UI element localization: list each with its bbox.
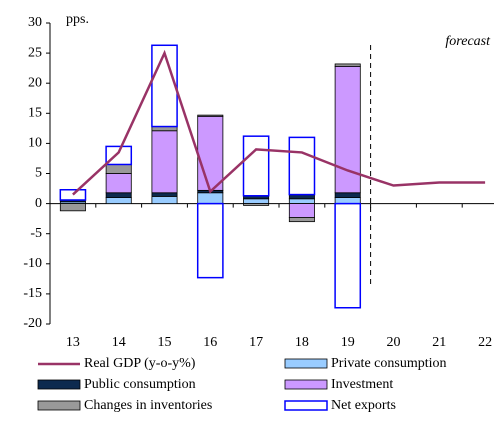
y-tick-label: 10 [28, 136, 42, 151]
x-tick-label: 22 [478, 335, 492, 350]
bar [242, 135, 270, 197]
y-tick-label: 5 [35, 166, 42, 181]
bar [243, 203, 270, 206]
legend-label: Investment [331, 377, 393, 392]
bar [59, 189, 87, 201]
bar [334, 192, 361, 198]
y-tick-label: -10 [23, 256, 42, 271]
bar [151, 195, 178, 205]
y-tick-label: 20 [28, 75, 42, 90]
x-tick-label: 16 [203, 335, 217, 350]
y-tick-label: 25 [28, 45, 42, 60]
bar [288, 136, 316, 196]
y-tick-label: -20 [23, 316, 42, 331]
bar [105, 145, 133, 166]
legend-swatch [284, 358, 328, 369]
bar [105, 164, 132, 174]
legend-swatch [284, 400, 328, 411]
legend-label: Real GDP (y-o-y%) [84, 356, 196, 371]
x-tick-label: 18 [295, 335, 309, 350]
y-tick-label: 15 [28, 106, 42, 121]
bar [334, 202, 362, 309]
forecast-label: forecast [445, 34, 491, 49]
bar [334, 63, 361, 67]
bar [197, 192, 224, 205]
y-unit-label: pps. [66, 12, 89, 27]
bar [151, 44, 178, 128]
y-tick-label: -15 [23, 286, 42, 301]
legend-label: Net exports [331, 398, 396, 413]
bar [151, 130, 178, 194]
bar [59, 203, 86, 212]
x-tick-label: 21 [432, 335, 446, 350]
bar [105, 192, 132, 198]
bar [197, 115, 224, 191]
legend-swatch [37, 379, 81, 390]
x-tick-label: 17 [249, 335, 263, 350]
legend-swatch [284, 379, 328, 390]
bar [196, 202, 224, 279]
bar [288, 198, 315, 204]
bar [105, 173, 132, 194]
line [72, 49, 486, 196]
bar [243, 198, 270, 204]
y-tick-label: 30 [28, 15, 42, 30]
bar [105, 197, 132, 205]
bar [151, 192, 178, 197]
legend-swatch [37, 400, 81, 411]
y-tick-label: -5 [30, 226, 42, 241]
bar [288, 217, 315, 223]
bar [288, 203, 315, 218]
bar [197, 114, 224, 117]
x-tick-label: 15 [158, 335, 172, 350]
x-tick-label: 14 [112, 335, 126, 350]
bar [334, 197, 361, 205]
legend-label: Public consumption [84, 377, 196, 392]
x-tick-label: 19 [341, 335, 355, 350]
legend-label: Private consumption [331, 356, 447, 371]
x-tick-label: 13 [66, 335, 80, 350]
legend-label: Changes in inventories [84, 398, 212, 413]
x-tick-label: 20 [387, 335, 401, 350]
y-tick-label: 0 [35, 196, 42, 211]
